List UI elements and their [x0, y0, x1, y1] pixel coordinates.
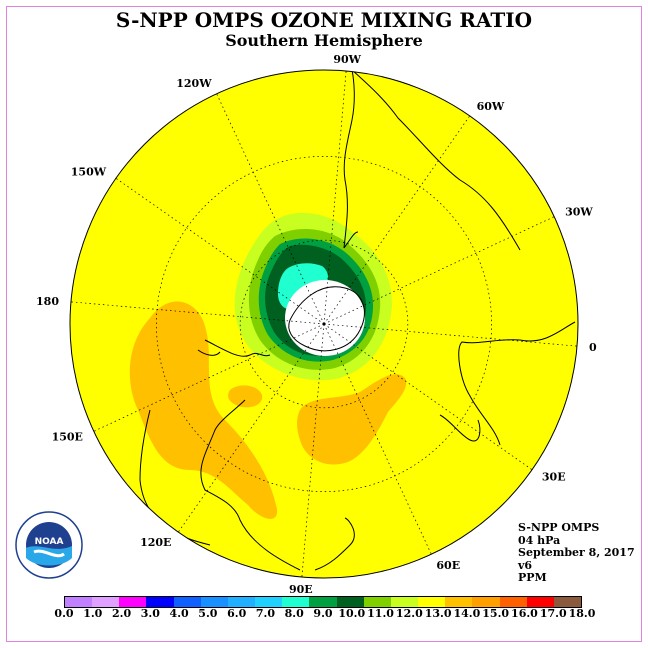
color-swatch: [526, 597, 554, 607]
meridian-line: [115, 178, 325, 325]
color-swatch: [472, 597, 500, 607]
meridian-line: [70, 301, 325, 325]
color-swatch: [65, 597, 93, 607]
pressure-level-label: 04 hPa: [518, 533, 561, 547]
longitude-label: 150W: [71, 165, 107, 178]
color-swatch: [390, 597, 419, 607]
coastlines: [139, 70, 576, 571]
color-scale-tick: 14.0: [453, 607, 481, 620]
color-scale-bar: [64, 596, 582, 608]
ozone-region-indian: [297, 374, 407, 465]
longitude-label: 150E: [52, 430, 83, 443]
color-scale-tick: 17.0: [539, 607, 567, 620]
color-swatch: [309, 597, 337, 607]
latitude-circle: [156, 156, 492, 492]
color-scale-tick: 4.0: [169, 607, 189, 620]
color-swatch: [173, 597, 201, 607]
ozone-vortex-8: [278, 263, 328, 310]
color-swatch: [119, 597, 147, 607]
graticule: [70, 70, 578, 578]
color-scale-tick: 6.0: [227, 607, 247, 620]
version-label: v6: [518, 558, 533, 572]
longitude-label: 90W: [333, 53, 361, 66]
color-swatch: [499, 597, 527, 607]
data-info-panel: S-NPP OMPS 04 hPa September 8, 2017 v6 P…: [518, 521, 635, 585]
color-scale-tick: 12.0: [395, 607, 423, 620]
meridian-line: [323, 115, 470, 325]
color-swatch: [336, 597, 364, 607]
longitude-label: 120E: [140, 536, 171, 549]
longitude-label: 180: [36, 295, 59, 308]
color-swatch: [282, 597, 310, 607]
color-scale-tick: 8.0: [284, 607, 304, 620]
color-scale-tick: 10.0: [338, 607, 366, 620]
meridian-line: [178, 323, 325, 533]
meridian-line: [323, 216, 555, 325]
meridian-line: [93, 323, 325, 432]
map-outline: [69, 69, 579, 579]
noaa-logo-text: NOAA: [35, 537, 64, 547]
longitude-label: 60W: [477, 100, 505, 113]
page-frame: [6, 6, 642, 642]
ozone-region-pacific: [129, 301, 278, 519]
meridian-line: [323, 70, 347, 325]
color-swatch: [227, 597, 256, 607]
color-swatch: [92, 597, 120, 607]
meridian-line: [301, 323, 325, 578]
units-label: PPM: [518, 571, 547, 584]
meridian-line: [323, 323, 578, 347]
longitude-labels: 90W 60W 30W 0 30E 60E 90E 120E 150E 180 150W 120W: [36, 53, 597, 596]
map-title: S-NPP OMPS OZONE MIXING RATIO: [115, 8, 533, 32]
color-scale-tick: 3.0: [140, 607, 160, 620]
ozone-region-small: [228, 385, 263, 408]
longitude-label: 30E: [542, 471, 566, 484]
latitude-circle: [239, 239, 409, 409]
color-swatch: [445, 597, 473, 607]
color-scale-tick: 5.0: [198, 607, 218, 620]
color-scale-tick: 11.0: [367, 607, 394, 620]
longitude-label: 30W: [565, 206, 593, 219]
color-scale-tick: 15.0: [482, 607, 510, 620]
longitude-label: 60E: [436, 559, 460, 572]
noaa-logo: NOAA: [15, 511, 83, 579]
date-label: September 8, 2017: [518, 546, 635, 559]
color-scale-ticks: 0.0 1.0 2.0 3.0 4.0 5.0 6.0 7.0 8.0 9.0 10.0 11.0 12…: [0, 607, 648, 621]
color-scale-tick: 1.0: [83, 607, 103, 620]
color-swatch: [418, 597, 446, 607]
color-scale-tick: 2.0: [111, 607, 132, 620]
color-scale-tick: 0.0: [54, 607, 74, 620]
longitude-label: 0: [589, 341, 597, 354]
south-pole-marker: [322, 322, 326, 326]
color-swatch: [255, 597, 283, 607]
color-scale-tick: 7.0: [255, 607, 276, 620]
color-scale-tick: 9.0: [313, 607, 333, 620]
color-swatch: [146, 597, 174, 607]
color-scale-tick: 13.0: [424, 607, 452, 620]
longitude-label: 90E: [289, 583, 313, 596]
color-scale-tick: 18.0: [568, 607, 596, 620]
color-swatch: [553, 597, 581, 607]
instrument-label: S-NPP OMPS: [518, 521, 600, 534]
meridian-line: [323, 323, 533, 470]
color-scale-tick: 16.0: [511, 607, 538, 620]
meridian-line: [323, 323, 432, 555]
longitude-label: 120W: [176, 77, 212, 90]
map-subtitle: Southern Hemisphere: [225, 31, 423, 50]
meridian-line: [216, 93, 325, 325]
color-swatch: [363, 597, 391, 607]
color-swatch: [200, 597, 228, 607]
